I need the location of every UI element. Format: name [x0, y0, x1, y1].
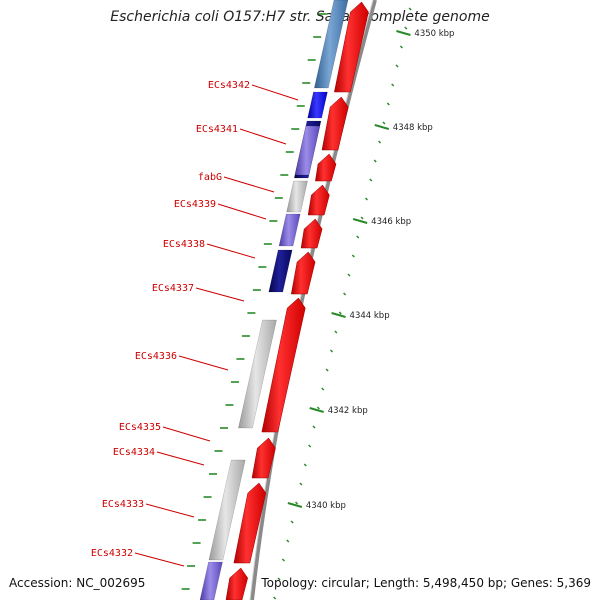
gene-label-leader [217, 203, 267, 220]
forward-strand-track [225, 1, 369, 600]
gene-label: ECs4337 [152, 283, 194, 294]
scale-dot [356, 235, 360, 239]
reverse-feature-block [286, 180, 308, 213]
scale-dot [373, 159, 377, 163]
scale-dot [325, 368, 329, 372]
gene-label-leader [178, 355, 229, 371]
gene-label-leader [251, 84, 299, 101]
scale-major-tick [374, 124, 390, 130]
scale-dot [408, 7, 412, 11]
scale-dot [303, 463, 307, 467]
scale-tick-label: 4342 kbp [328, 406, 368, 416]
scale-dot [329, 349, 334, 353]
gene-label: ECs4342 [208, 80, 250, 91]
scale-tick-label: 4348 kbp [393, 123, 433, 133]
gene-label: ECs4341 [196, 124, 238, 135]
scale-dot [360, 216, 364, 220]
forward-cds-arrow [290, 251, 316, 295]
reverse-feature-block [208, 459, 246, 561]
scale-dot [351, 254, 355, 258]
gene-label-leader [223, 176, 275, 193]
reverse-feature-block [294, 125, 321, 176]
gene-label-leader [134, 552, 185, 567]
scale-dot [364, 197, 368, 201]
scale-dot [347, 273, 351, 277]
gene-label: ECs4333 [102, 499, 144, 510]
accession-text: Accession: NC_002695 [9, 576, 146, 590]
scale-dot [399, 45, 403, 49]
forward-cds-arrow [334, 1, 369, 93]
scale-tick-label: 4350 kbp [414, 29, 454, 39]
scale-dot [277, 577, 281, 581]
scale-dot [308, 444, 312, 448]
scale-dot [338, 311, 342, 315]
forward-cds-arrow [300, 218, 323, 249]
map-title: Escherichia coli O157:H7 str. Sakai, com… [110, 9, 490, 25]
genome-summary-text: Topology: circular; Length: 5,498,450 bp… [261, 576, 591, 590]
scale-major-tick [396, 30, 411, 36]
gene-labels: ECs4342 ECs4341 fabG ECs4339 ECs4338 ECs4337 E… [91, 80, 299, 567]
scale-dot [386, 102, 390, 106]
scale-dot [316, 406, 320, 410]
reverse-feature-block [307, 91, 328, 119]
reverse-strand-track [199, 0, 349, 600]
scale-dot [334, 330, 338, 334]
scale-tick-label: 4344 kbp [350, 311, 390, 321]
reverse-feature-block [238, 319, 277, 429]
scale-dot [273, 596, 277, 600]
reverse-feature-block [268, 249, 293, 293]
scale-dot [295, 501, 299, 505]
gene-label: ECs4339 [174, 199, 216, 210]
reverse-feature-block [314, 0, 349, 89]
gene-label: ECs4332 [91, 548, 133, 559]
scale-dot [281, 558, 285, 562]
gene-label-leader [145, 503, 195, 518]
gene-label-leader [156, 451, 205, 466]
gene-tick-marks [181, 13, 327, 590]
scale-major-tick [287, 502, 303, 508]
forward-cds-arrow [321, 96, 349, 151]
reverse-feature-block [199, 561, 223, 600]
scale-major-tick [309, 407, 324, 413]
scale-dot [312, 425, 316, 429]
scale-ruler: 4350 kbp 4348 kbp 4346 kbp 4344 kbp 4342 kbp… [273, 7, 454, 600]
scale-tick-label: 4346 kbp [371, 217, 411, 227]
reverse-feature-block [278, 213, 301, 247]
scale-dot [369, 178, 373, 182]
gene-label: fabG [198, 172, 222, 183]
forward-cds-arrow [233, 482, 267, 564]
scale-major-tick [352, 218, 368, 224]
gene-label-leader [206, 243, 256, 259]
scale-dot [391, 83, 395, 87]
scale-dot [321, 387, 325, 391]
forward-cds-arrow [307, 184, 330, 216]
scale-dot [404, 26, 408, 30]
forward-cds-arrow [251, 437, 276, 479]
scale-major-tick [331, 312, 346, 318]
scale-tick-label: 4340 kbp [306, 501, 346, 511]
gene-label-leader [162, 426, 211, 442]
gene-label: ECs4336 [135, 351, 177, 362]
gene-label: ECs4335 [119, 422, 161, 433]
gene-label: ECs4334 [113, 447, 155, 458]
gene-label-leader [195, 287, 245, 302]
scale-dot [343, 292, 347, 296]
gene-label-leader [239, 128, 287, 145]
scale-dot [299, 482, 303, 486]
scale-dot [395, 64, 399, 68]
forward-cds-arrow [261, 297, 306, 433]
scale-dot [378, 140, 382, 144]
scale-dot [286, 539, 290, 543]
scale-dot [382, 121, 386, 125]
forward-cds-arrow [225, 567, 248, 600]
gene-label: ECs4338 [163, 239, 205, 250]
forward-cds-arrow [315, 153, 337, 182]
scale-dot [290, 520, 294, 524]
